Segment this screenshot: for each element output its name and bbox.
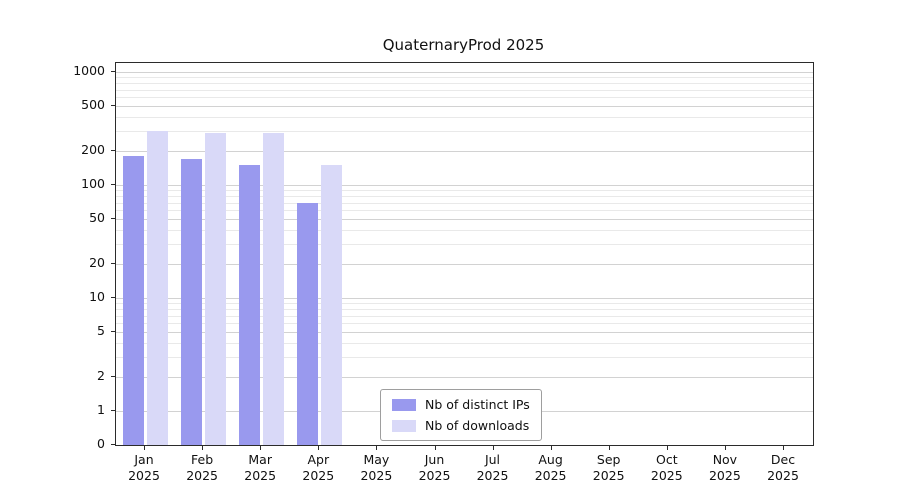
bar-distinct-ips — [180, 159, 202, 445]
y-tick-label: 1000 — [73, 63, 105, 78]
gridline — [116, 315, 813, 317]
gridline — [116, 202, 813, 204]
x-tick-mark — [202, 446, 204, 450]
gridline — [116, 210, 813, 212]
gridline — [116, 332, 813, 333]
x-tick-mark — [144, 446, 145, 450]
x-tick-mark — [434, 446, 436, 450]
gridline — [116, 309, 813, 310]
gridline — [116, 190, 813, 192]
legend-item-distinct-ips: Nb of distinct IPs — [392, 397, 530, 412]
y-tick-label: 10 — [89, 289, 105, 304]
gridline — [116, 97, 813, 99]
gridline — [116, 323, 813, 325]
y-tick-label: 2 — [97, 368, 105, 383]
gridline — [116, 151, 813, 152]
legend: Nb of distinct IPs Nb of downloads — [380, 389, 542, 441]
x-tick-label: Oct 2025 — [650, 452, 683, 484]
x-tick-label: Feb 2025 — [186, 452, 218, 484]
x-tick-label: Dec 2025 — [767, 452, 799, 484]
bar-distinct-ips — [296, 202, 318, 445]
gridline — [116, 230, 813, 231]
bar-downloads — [262, 132, 284, 445]
x-tick-label: Mar 2025 — [244, 452, 277, 484]
x-tick-label: Jun 2025 — [418, 452, 451, 484]
x-tick-label: Jul 2025 — [476, 452, 509, 484]
x-tick-mark — [608, 446, 610, 450]
x-tick-label: Nov 2025 — [708, 452, 741, 484]
x-tick-mark — [783, 446, 784, 450]
bar-distinct-ips — [238, 165, 260, 445]
bar-downloads — [320, 165, 342, 445]
gridline — [116, 72, 813, 73]
y-tick-label: 50 — [89, 210, 105, 225]
legend-label-downloads: Nb of downloads — [425, 418, 530, 433]
y-tick-label: 5 — [97, 323, 105, 338]
gridline — [116, 131, 813, 133]
gridline — [116, 89, 813, 91]
x-tick-mark — [724, 446, 726, 450]
y-tick-label: 500 — [81, 97, 105, 112]
x-tick-mark — [376, 446, 378, 450]
gridline — [116, 244, 813, 246]
gridline — [116, 343, 813, 344]
legend-swatch-distinct-ips — [392, 398, 416, 411]
gridline — [116, 196, 813, 197]
legend-swatch-downloads — [392, 419, 416, 432]
bar-downloads — [204, 132, 226, 445]
gridline — [116, 377, 813, 378]
plot-area — [115, 62, 814, 446]
gridline — [116, 298, 813, 299]
y-tick-label: 100 — [81, 176, 105, 191]
x-tick-mark — [318, 446, 320, 450]
bar-downloads — [146, 131, 168, 445]
x-tick-label: Jan 2025 — [128, 452, 160, 484]
chart-title: QuaternaryProd 2025 — [382, 36, 545, 54]
gridline — [116, 303, 813, 305]
gridline — [116, 185, 813, 186]
gridline — [116, 219, 813, 220]
y-tick-label: 0 — [97, 436, 105, 451]
gridline — [116, 106, 813, 107]
legend-item-downloads: Nb of downloads — [392, 418, 530, 433]
x-tick-mark — [666, 446, 668, 450]
x-tick-mark — [550, 446, 552, 450]
x-tick-label: Aug 2025 — [534, 452, 567, 484]
gridline — [116, 357, 813, 359]
x-tick-mark — [492, 446, 494, 450]
gridline — [116, 77, 813, 79]
gridline — [116, 117, 813, 118]
y-tick-label: 1 — [97, 402, 105, 417]
legend-label-distinct-ips: Nb of distinct IPs — [425, 397, 530, 412]
gridline — [116, 264, 813, 265]
gridline — [116, 83, 813, 84]
x-tick-label: Sep 2025 — [592, 452, 625, 484]
y-tick-label: 200 — [81, 142, 105, 157]
x-tick-label: May 2025 — [360, 452, 393, 484]
x-tick-label: Apr 2025 — [302, 452, 335, 484]
bar-distinct-ips — [122, 156, 144, 445]
y-tick-label: 20 — [89, 255, 105, 270]
x-tick-mark — [260, 446, 262, 450]
